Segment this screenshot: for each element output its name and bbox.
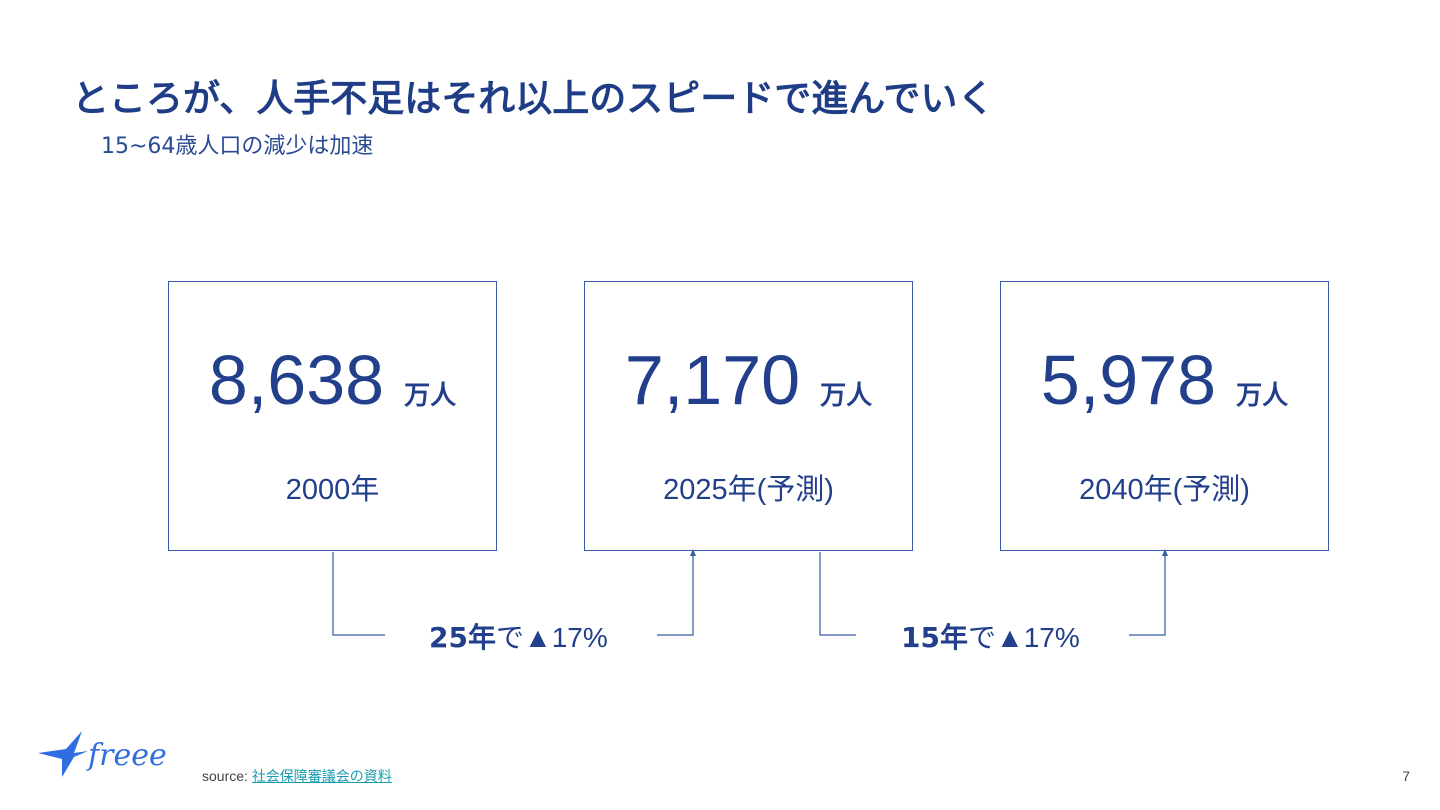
source-link[interactable]: 社会保障審議会の資料 (251, 769, 392, 785)
freee-logo: freee (36, 727, 186, 787)
bird-icon (38, 731, 88, 777)
stat-box-2000: 8,638 万人 2000年 (168, 281, 497, 551)
source-note: source: 社会保障審議会の資料 (202, 766, 392, 786)
change-delta: ▲17% (523, 622, 608, 653)
page-number: 7 (1402, 768, 1410, 784)
stat-year: 2025年(予測) (663, 474, 834, 506)
stat-box-2025: 7,170 万人 2025年(予測) (584, 281, 913, 551)
slide-title: ところが、人手不足はそれ以上のスピードで進んでいく (72, 77, 995, 120)
connector-1-right (657, 553, 694, 636)
slide-subtitle: 15~64歳人口の減少は加速 (101, 134, 374, 159)
connector-1-left (332, 552, 385, 636)
stat-value-row: 8,638 万人 (169, 340, 496, 420)
stat-value: 8,638 (208, 341, 385, 419)
stat-year: 2000年 (285, 474, 380, 506)
stat-unit: 万人 (404, 381, 457, 411)
change-suffix: で (967, 621, 996, 654)
stat-unit: 万人 (820, 381, 873, 411)
connector-2-right (1129, 553, 1166, 636)
stat-unit: 万人 (1236, 381, 1289, 411)
source-label: source: (202, 768, 248, 784)
connector-2-left (819, 552, 856, 636)
change-years: 15年 (901, 621, 968, 654)
change-label-2: 15年で▲17% (901, 616, 1080, 656)
stat-value: 5,978 (1040, 341, 1217, 419)
logo-text: freee (86, 738, 167, 773)
stat-year: 2040年(予測) (1079, 474, 1250, 506)
change-suffix: で (495, 621, 524, 654)
change-delta: ▲17% (995, 622, 1080, 653)
stat-value-row: 7,170 万人 (585, 340, 912, 420)
stat-value: 7,170 (624, 341, 801, 419)
stat-value-row: 5,978 万人 (1001, 340, 1328, 420)
change-label-1: 25年で▲17% (429, 616, 608, 656)
change-years: 25年 (429, 621, 496, 654)
stat-box-2040: 5,978 万人 2040年(予測) (1000, 281, 1329, 551)
